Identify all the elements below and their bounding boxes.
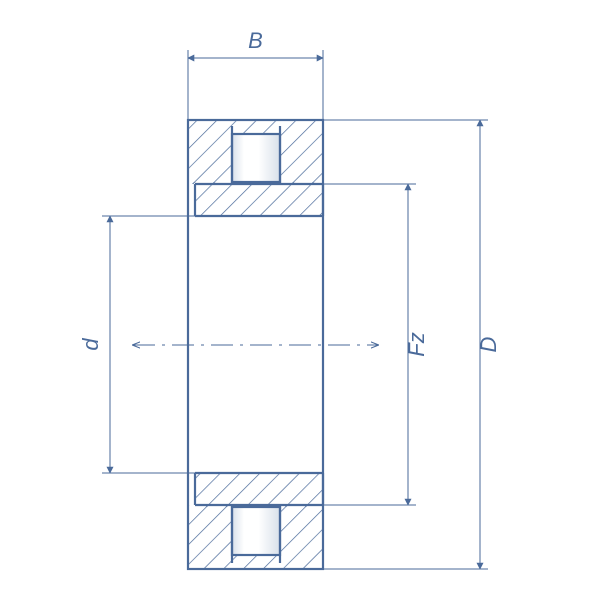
dimension-label-B: B — [248, 28, 263, 53]
bearing-cross-section-diagram: Bd Fz D — [0, 0, 600, 600]
dimension-label-d: d — [78, 338, 103, 351]
dimension-label-Fz: Fz — [404, 332, 429, 356]
dimension-label-D: D — [476, 336, 501, 352]
